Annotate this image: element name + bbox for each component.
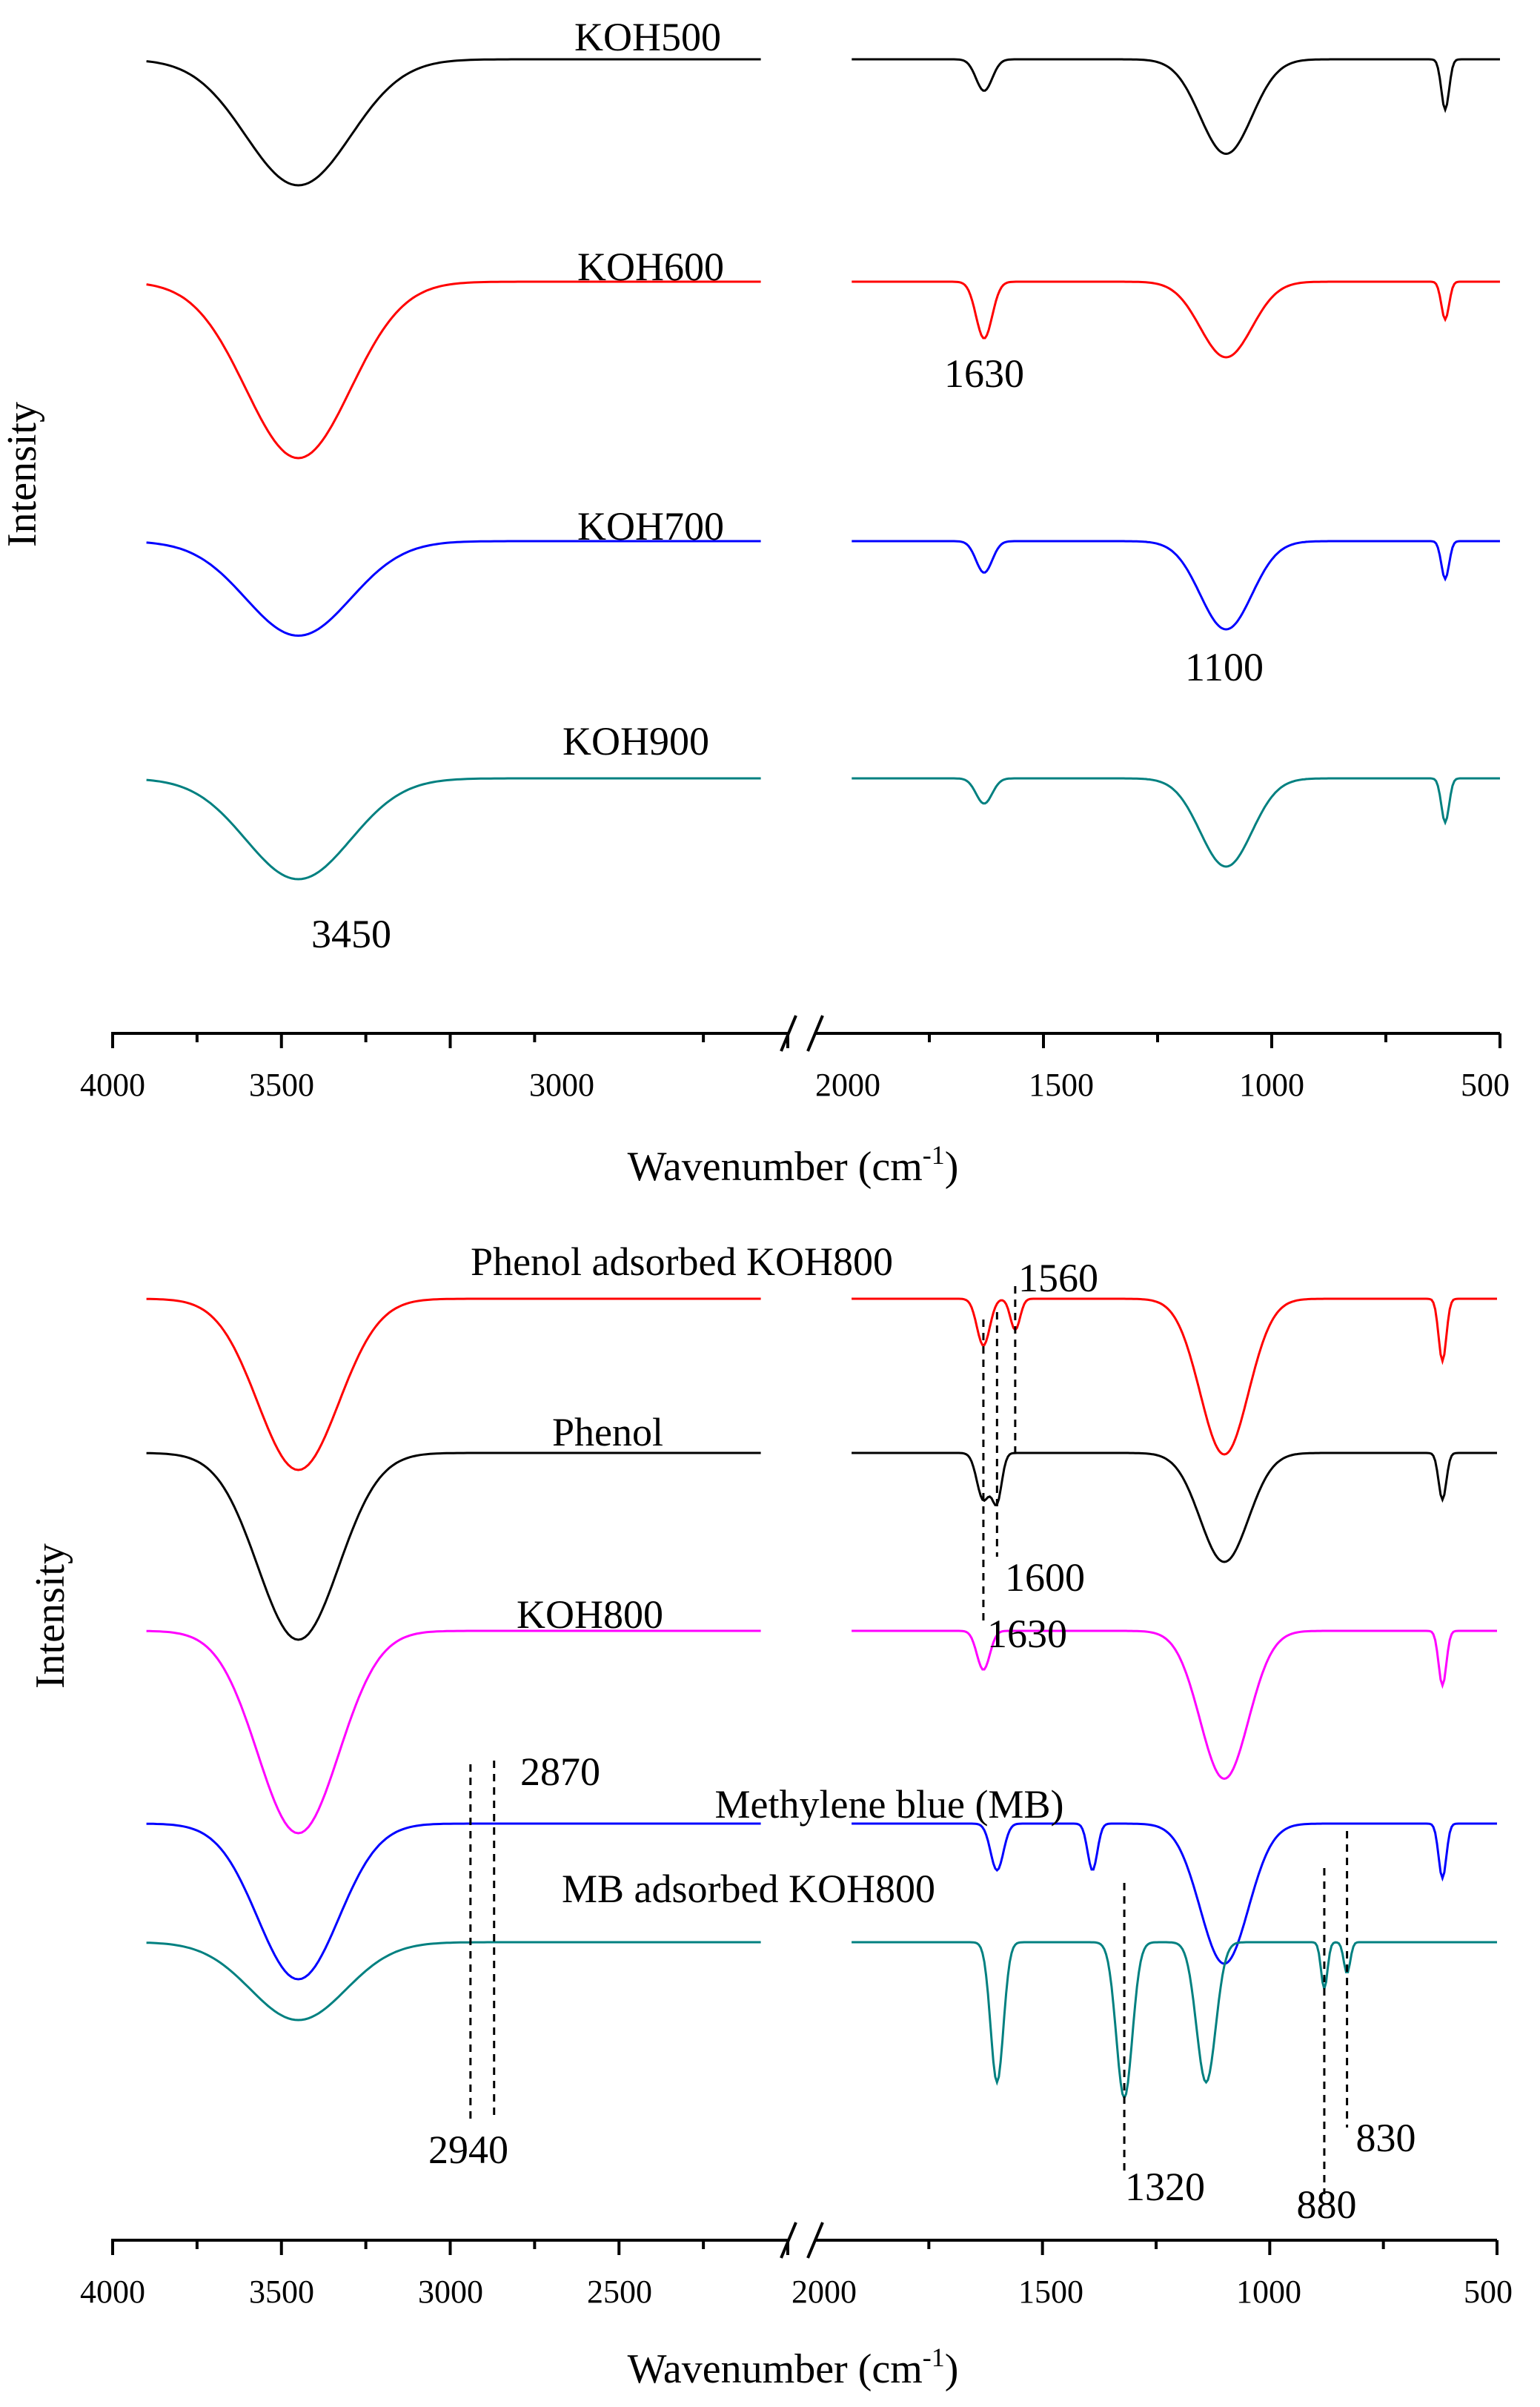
top-series-koh700-right — [852, 540, 1500, 631]
bottom-label-koh800: KOH800 — [517, 1592, 663, 1637]
bottom-series-phenol-left — [146, 1451, 761, 1641]
top-series-koh700-left — [146, 540, 761, 638]
bottom-axis-break-mark — [806, 2222, 824, 2259]
bottom-series-phenol-right — [852, 1451, 1497, 1563]
top-tick-label-2000: 2000 — [815, 1067, 880, 1103]
top-series-koh900-left — [146, 777, 761, 881]
bottom-anno-1320: 1320 — [1125, 2165, 1205, 2209]
top-tick-label-500: 500 — [1461, 1067, 1510, 1103]
top-label-koh500: KOH500 — [574, 15, 721, 59]
top-series-koh600-left — [146, 280, 761, 460]
bottom-anno-1560: 1560 — [1018, 1256, 1098, 1300]
bottom-label-phenol-adsorbed: Phenol adsorbed KOH800 — [471, 1239, 893, 1284]
bottom-anno-2940: 2940 — [428, 2128, 508, 2172]
bottom-series-mb-right — [852, 1822, 1497, 1965]
top-series-koh900-right — [852, 777, 1500, 868]
bottom-dashed-guides — [469, 1286, 1349, 2194]
top-ticks — [111, 1033, 1501, 1048]
bottom-series-mb-left — [146, 1822, 761, 1981]
top-anno-3450: 3450 — [311, 912, 391, 956]
bottom-anno-830: 830 — [1356, 2116, 1416, 2160]
bottom-anno-2870: 2870 — [520, 1749, 600, 1794]
bottom-series-lines — [146, 1297, 1497, 2101]
top-label-koh700: KOH700 — [577, 504, 724, 549]
top-tick-label-4000: 4000 — [80, 1067, 145, 1103]
bottom-x-axis-title: Wavenumber (cm-1) — [628, 2343, 959, 2392]
top-series-koh500-left — [146, 58, 761, 187]
bottom-tick-label-500: 500 — [1464, 2274, 1513, 2310]
bottom-tick-label-4000: 4000 — [80, 2274, 145, 2310]
bottom-y-axis-label: Intensity — [27, 1543, 73, 1689]
bottom-label-mb: Methylene blue (MB) — [715, 1782, 1064, 1827]
bottom-series-koh800-left — [146, 1629, 761, 1835]
top-x-axis-title: Wavenumber (cm-1) — [628, 1140, 959, 1190]
bottom-tick-label-3000: 3000 — [418, 2274, 483, 2310]
top-y-axis-label: Intensity — [0, 402, 45, 547]
bottom-series-mb-adsorbed-right — [852, 1941, 1497, 2101]
bottom-anno-1600: 1600 — [1005, 1555, 1085, 1600]
top-axis-break-mark — [806, 1015, 824, 1052]
top-label-koh600: KOH600 — [577, 245, 724, 289]
top-series-lines — [146, 58, 1500, 881]
bottom-tick-label-1000: 1000 — [1236, 2274, 1301, 2310]
bottom-series-koh800-right — [852, 1629, 1497, 1781]
top-x-axis: 4000 3500 3000 2000 1500 1000 500 — [80, 1015, 1510, 1103]
top-tick-label-3000: 3000 — [529, 1067, 594, 1103]
top-label-koh900: KOH900 — [562, 719, 709, 764]
top-tick-label-1000: 1000 — [1239, 1067, 1304, 1103]
bottom-anno-880: 880 — [1297, 2182, 1357, 2227]
bottom-tick-label-1500: 1500 — [1018, 2274, 1083, 2310]
bottom-tick-label-2000: 2000 — [791, 2274, 857, 2310]
bottom-label-phenol: Phenol — [552, 1410, 663, 1454]
bottom-label-mb-adsorbed: MB adsorbed KOH800 — [562, 1867, 935, 1911]
top-panel: Intensity KOH500 KOH600 KOH700 KOH900 16… — [0, 15, 1510, 1190]
top-tick-label-3500: 3500 — [249, 1067, 314, 1103]
top-series-koh500-right — [852, 58, 1500, 156]
bottom-anno-1630: 1630 — [987, 1612, 1067, 1656]
top-tick-label-1500: 1500 — [1029, 1067, 1094, 1103]
bottom-tick-label-2500: 2500 — [587, 2274, 652, 2310]
top-anno-1630: 1630 — [944, 351, 1024, 396]
bottom-tick-label-3500: 3500 — [249, 2274, 314, 2310]
bottom-series-mb-adsorbed-left — [146, 1941, 761, 2022]
bottom-ticks — [111, 2240, 1498, 2255]
top-series-koh600-right — [852, 280, 1500, 359]
bottom-series-phenol-adsorbed-right — [852, 1297, 1497, 1456]
bottom-x-axis: 4000 3500 3000 2500 2000 1500 1000 500 — [80, 2222, 1513, 2310]
bottom-panel: Intensity Phenol adsorbed KOH800 Phenol … — [27, 1239, 1513, 2392]
top-anno-1100: 1100 — [1185, 645, 1264, 689]
bottom-series-phenol-adsorbed-left — [146, 1297, 761, 1471]
